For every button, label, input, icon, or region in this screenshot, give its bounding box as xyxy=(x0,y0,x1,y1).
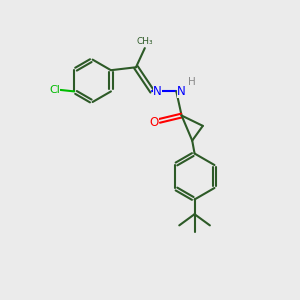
Text: CH₃: CH₃ xyxy=(136,37,153,46)
Text: N: N xyxy=(153,85,162,98)
Text: O: O xyxy=(149,116,158,129)
Text: Cl: Cl xyxy=(49,85,60,95)
Text: H: H xyxy=(188,77,196,87)
Text: N: N xyxy=(177,85,186,98)
